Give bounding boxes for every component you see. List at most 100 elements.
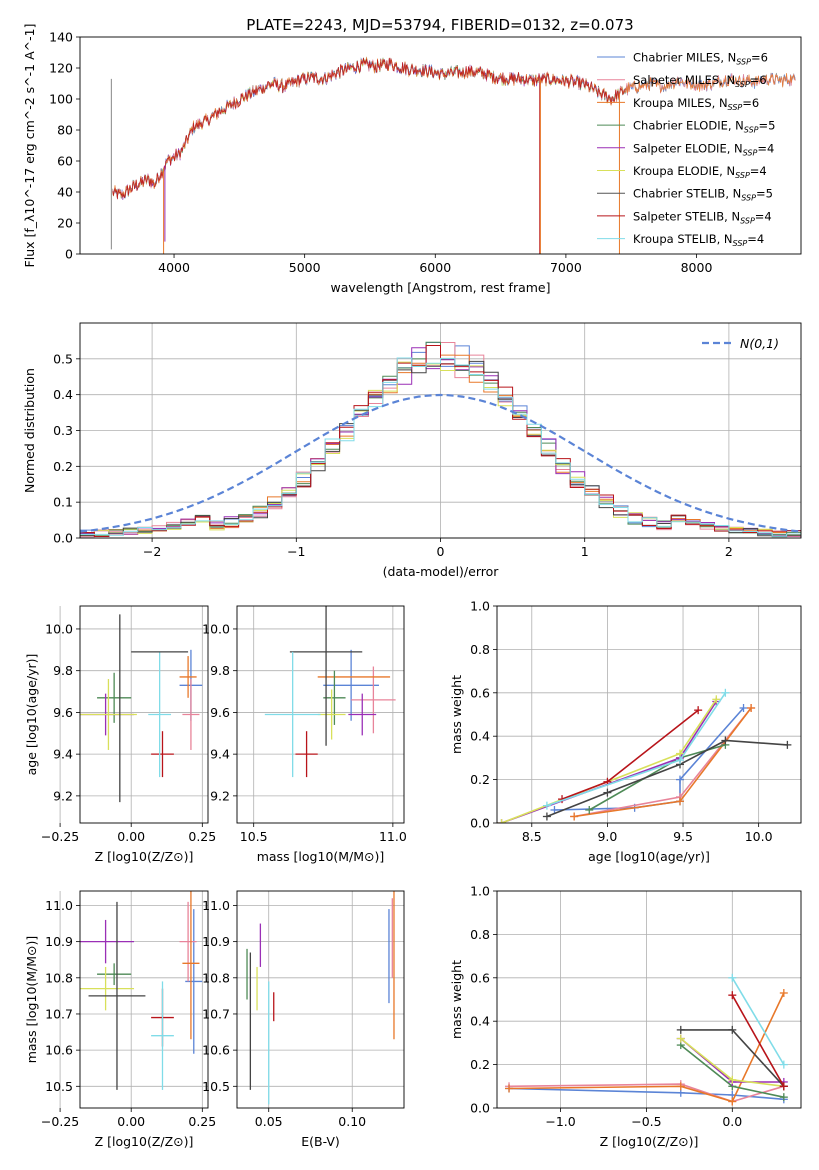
y-tick-label: 10.9 [202, 934, 230, 949]
weight-line [573, 707, 752, 818]
x-tick-label: −1 [287, 544, 305, 559]
y-tick-label: 0.2 [53, 459, 73, 474]
y-tick-label: 9.2 [53, 788, 73, 803]
x-tick-label: 0.00 [117, 1114, 145, 1129]
y-tick-label: 0.0 [470, 816, 490, 831]
figure-title: PLATE=2243, MJD=53794, FIBERID=0132, z=0… [246, 16, 633, 34]
age-weight-panel: 8.5 9.0 9.5 10.0 0.0 0.2 0.4 0.6 0.8 1.0 age [log1… [449, 599, 802, 864]
x-axis-label: Z [log10(Z/Z⊙)] [95, 1134, 194, 1149]
weight-line [508, 1083, 785, 1103]
y-tick-label: 9.8 [210, 663, 230, 678]
y-tick-label: 0.4 [53, 387, 73, 402]
y-tick-label: 0.2 [470, 1057, 490, 1072]
y-tick-label: 0.8 [470, 927, 490, 942]
x-tick-label: −2 [143, 544, 161, 559]
legend-entry: Chabrier MILES, NSSP=6 [633, 51, 768, 67]
legend-entry: Salpeter ELODIE, NSSP=4 [633, 141, 774, 157]
z-weight-panel: −1.0 −0.5 0.0 0.0 0.2 0.4 0.6 0.8 1.0 Z [log10(Z/… [449, 884, 802, 1149]
legend-entry: Kroupa MILES, NSSP=6 [633, 96, 759, 112]
y-tick-label: 11.0 [45, 898, 73, 913]
x-tick-label: 0.25 [188, 829, 216, 844]
x-tick-label: 0 [437, 544, 445, 559]
y-tick-label: 10.5 [202, 1079, 230, 1094]
y-tick-label: 10.7 [202, 1006, 230, 1021]
legend-entry: Chabrier STELIB, NSSP=5 [633, 187, 773, 203]
spectrum-plot [110, 56, 796, 254]
y-axis-label: Normed distribution [22, 368, 37, 493]
x-tick-label: 0.0 [722, 1114, 742, 1129]
x-tick-label: 6000 [419, 260, 451, 275]
y-tick-label: 100 [49, 92, 73, 107]
weight-line [731, 977, 785, 1066]
weight-line [501, 698, 717, 823]
y-tick-label: 0.3 [53, 423, 73, 438]
residuals-panel: −2 −1 0 1 2 0.0 0.1 0.2 0.3 0.4 0.5 (data-model)/er… [22, 322, 802, 579]
y-axis-label: mass [log10(M/M⊙)] [24, 936, 39, 1064]
y-tick-label: 10.6 [45, 1043, 73, 1058]
x-tick-label: 10.0 [745, 829, 773, 844]
weight-line [731, 994, 785, 1087]
y-tick-label: 40 [57, 185, 73, 200]
x-axis-label: E(B-V) [301, 1134, 340, 1149]
x-tick-label: 1 [581, 544, 589, 559]
y-tick-label: 0.6 [470, 970, 490, 985]
y-tick-label: 10.9 [45, 934, 73, 949]
axes-frame [79, 36, 802, 255]
y-tick-label: 10.6 [202, 1043, 230, 1058]
axes-frame [79, 890, 209, 1109]
z-mass-plot [80, 891, 203, 1090]
x-tick-label: −0.25 [41, 829, 79, 844]
legend-entry: Chabrier ELODIE, NSSP=5 [633, 119, 775, 135]
axes-frame [236, 890, 405, 1109]
weight-line [508, 992, 785, 1103]
y-tick-label: 0.4 [470, 1014, 490, 1029]
y-tick-label: 1.0 [470, 884, 490, 899]
legend-entry: Kroupa ELODIE, NSSP=4 [633, 164, 767, 180]
x-tick-label: 8000 [681, 260, 713, 275]
y-tick-label: 9.4 [53, 747, 73, 762]
y-tick-label: 10.5 [45, 1079, 73, 1094]
y-tick-label: 9.6 [210, 705, 230, 720]
z-weight-plot [505, 973, 788, 1106]
z-age-panel: −0.25 0.00 0.25 9.2 9.4 9.6 9.8 10.0 Z [log10(Z/… [24, 605, 216, 864]
x-tick-label: 0.25 [188, 1114, 216, 1129]
y-tick-label: 120 [49, 61, 73, 76]
x-tick-label: 11.0 [379, 829, 407, 844]
x-axis-label: Z [log10(Z/Z⊙)] [600, 1134, 699, 1149]
y-tick-label: 0.1 [53, 495, 73, 510]
y-tick-label: 9.4 [210, 747, 230, 762]
charts-layer: 4000 5000 6000 7000 8000020406080100120140wa… [22, 24, 802, 1149]
x-tick-label: 9.0 [597, 829, 617, 844]
y-tick-label: 60 [57, 154, 73, 169]
y-tick-label: 10.7 [45, 1006, 73, 1021]
legend-entry: Salpeter MILES, NSSP=6 [633, 73, 767, 89]
mass-age-panel: 10.5 11.0 9.2 9.4 9.6 9.8 10.0 mass [log10(M/M⊙… [202, 605, 407, 864]
y-tick-label: 140 [49, 30, 73, 45]
weight-line [546, 739, 788, 818]
mass-age-plot [264, 606, 396, 778]
y-tick-label: 0.2 [470, 772, 490, 787]
axes-frame [79, 605, 209, 824]
y-axis-label: mass weight [449, 960, 464, 1039]
age-weight-plot [497, 688, 792, 823]
x-axis-label: (data-model)/error [383, 564, 500, 579]
x-axis-label: wavelength [Angstrom, rest frame] [330, 280, 550, 295]
y-axis-label: age [log10(age/yr)] [24, 654, 39, 776]
x-tick-label: −0.5 [631, 1114, 661, 1129]
spectrum-panel: 4000 5000 6000 7000 8000 0 20 40 60 80 100 120 140 wa… [22, 24, 802, 295]
y-tick-label: 80 [57, 123, 73, 138]
x-tick-label: 10.5 [240, 829, 268, 844]
y-axis-label: mass weight [449, 675, 464, 754]
x-tick-label: 4000 [158, 260, 190, 275]
x-axis-label: mass [log10(M/M⊙)] [257, 849, 385, 864]
y-tick-label: 10.0 [202, 621, 230, 636]
x-tick-label: 8.5 [522, 829, 542, 844]
y-tick-label: 0.0 [470, 1101, 490, 1116]
x-tick-label: 0.05 [255, 1114, 283, 1129]
x-tick-label: 2 [725, 544, 733, 559]
x-tick-label: 7000 [550, 260, 582, 275]
z-age-plot [80, 614, 203, 803]
y-tick-label: 0.0 [53, 531, 73, 546]
weight-line [554, 707, 745, 811]
